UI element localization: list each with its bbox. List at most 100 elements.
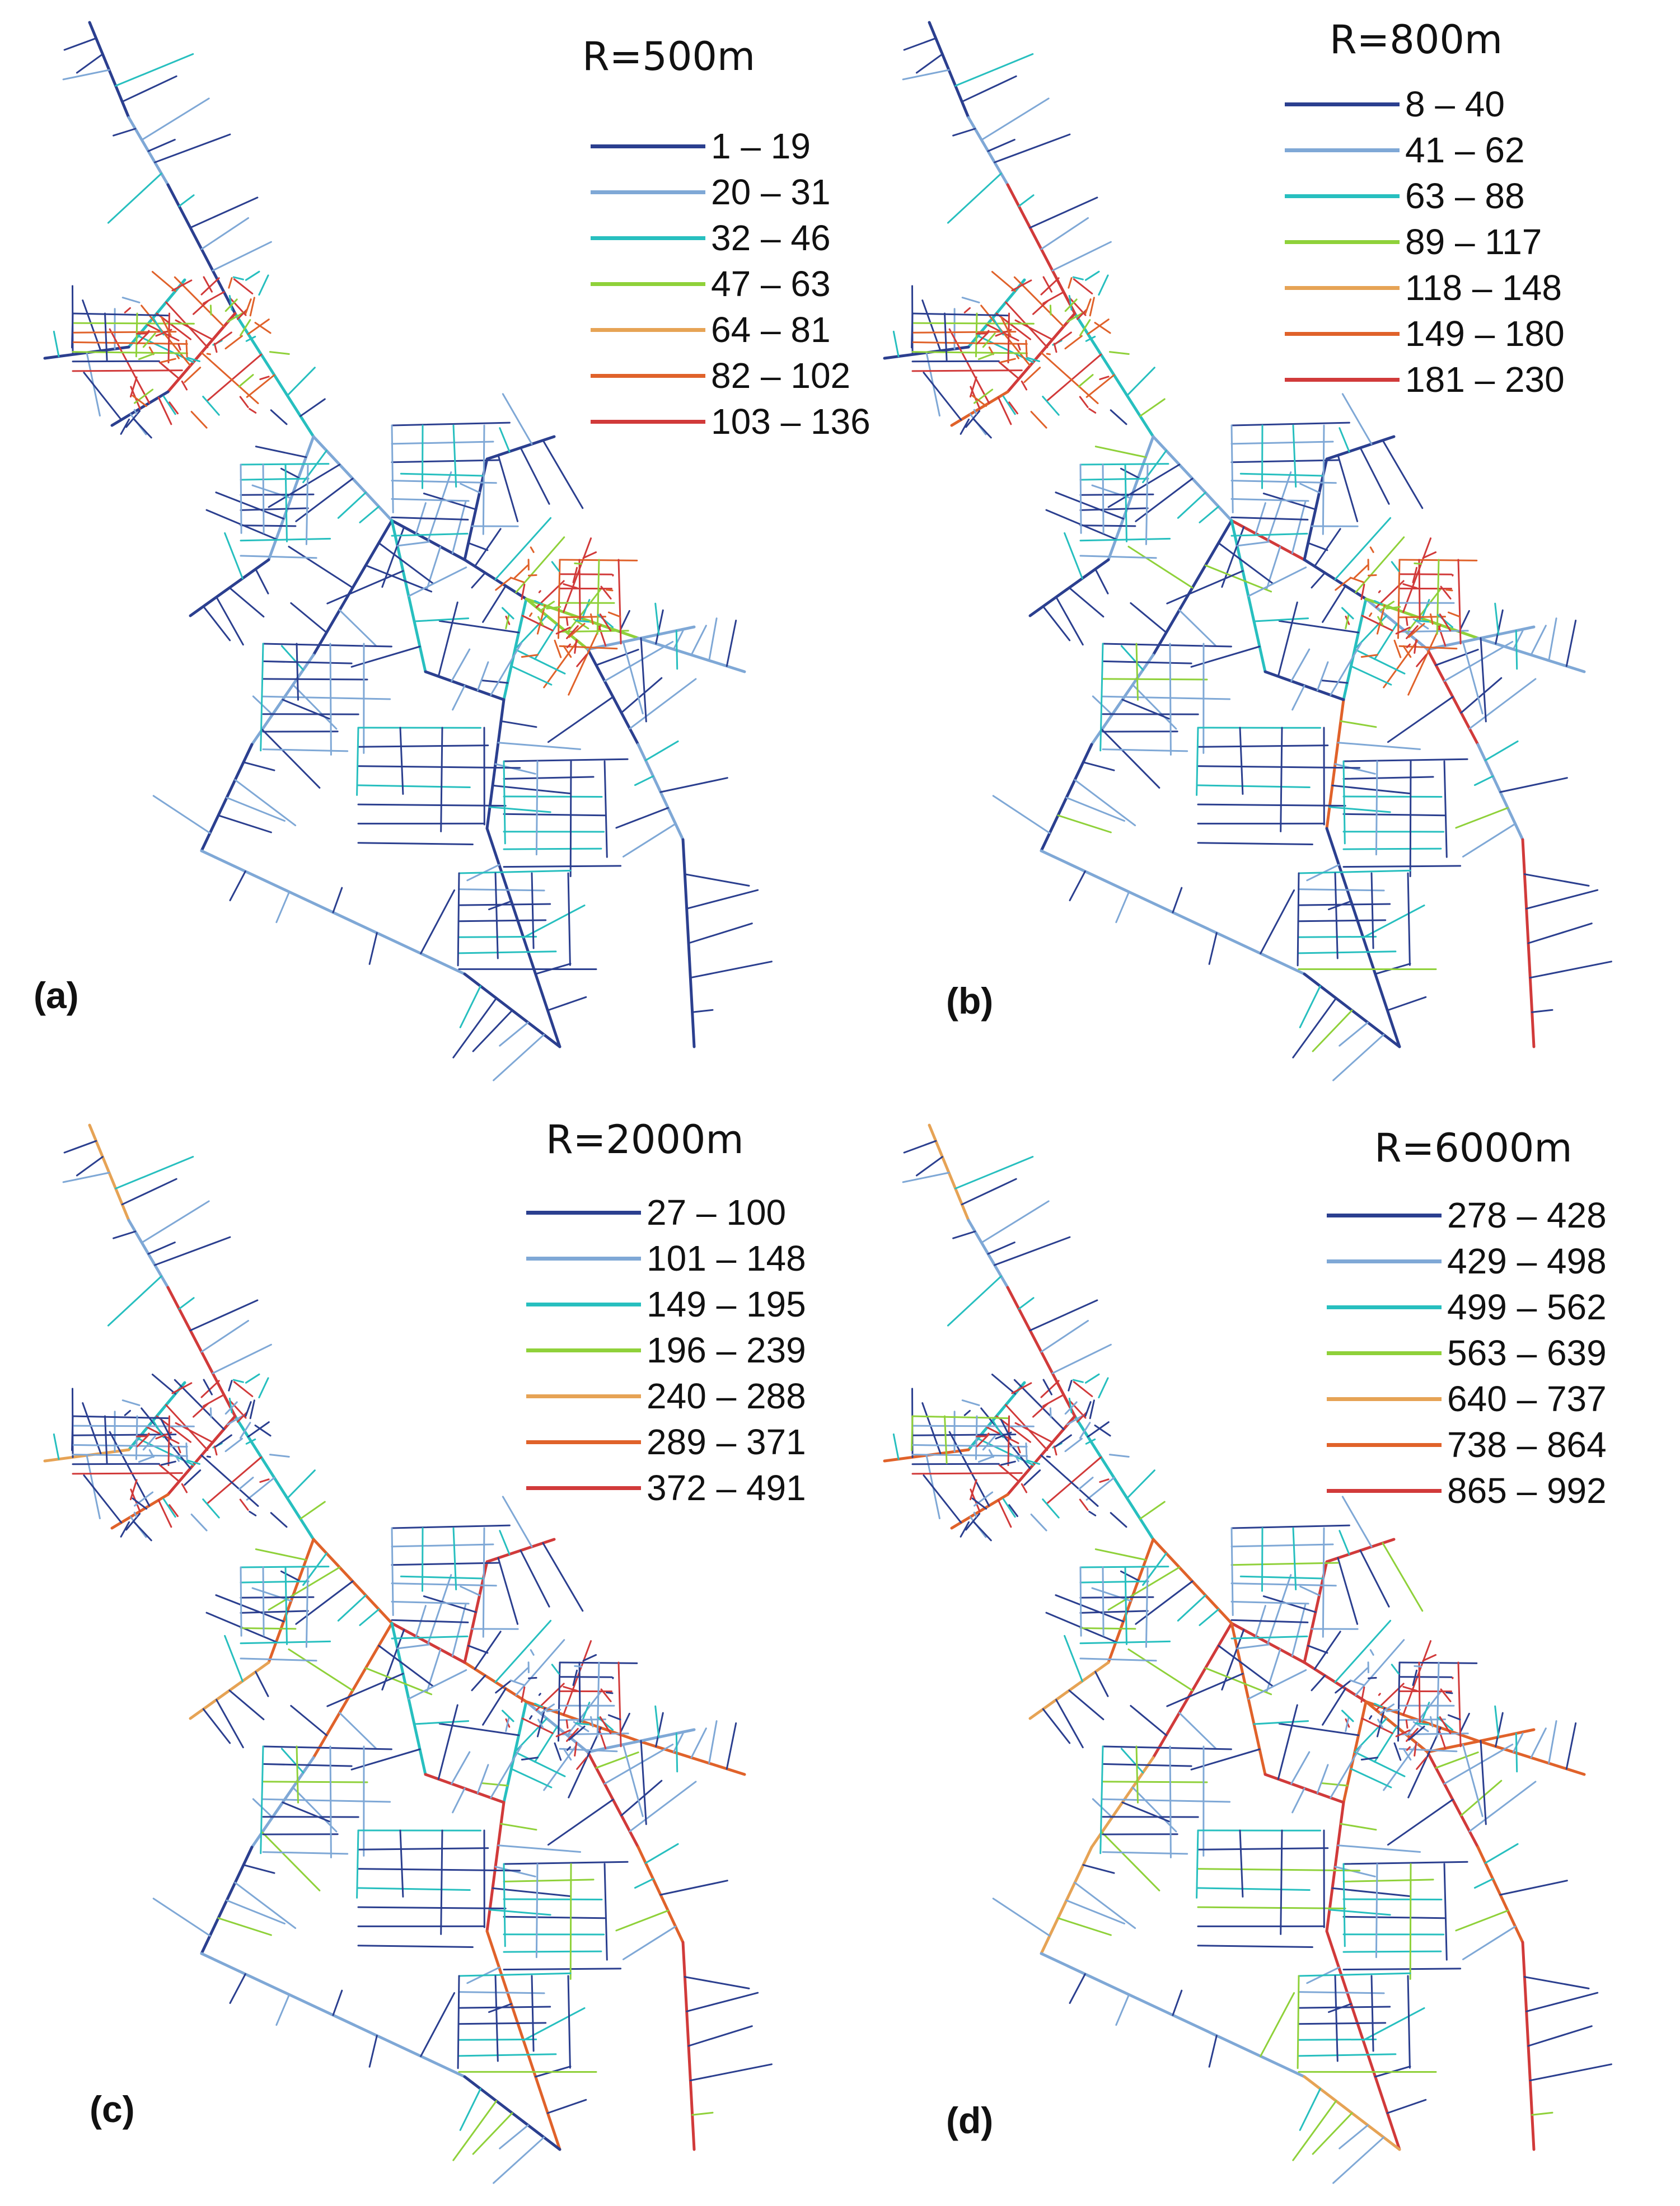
street-segment [1260, 1992, 1295, 2057]
street-segment [125, 1512, 141, 1531]
street-segment [1230, 1524, 1350, 1529]
street-segment [1008, 401, 1018, 415]
street-segment [1204, 1667, 1272, 1696]
street-segment [495, 577, 512, 591]
street-segment [458, 2053, 557, 2057]
legend-swatch [526, 1256, 641, 1261]
street-segment [947, 1275, 1002, 1327]
street-segment [138, 353, 155, 360]
street-segment [275, 891, 291, 924]
street-segment [480, 680, 509, 684]
street-segment [659, 777, 728, 793]
street-segment [337, 1594, 367, 1622]
street-segment [903, 37, 937, 51]
street-segment [413, 617, 470, 622]
street-segment [1397, 1661, 1401, 1742]
street-segment [451, 648, 471, 682]
street-segment [503, 1950, 602, 1953]
street-segment [521, 1757, 539, 1761]
street-segment [423, 1595, 477, 1613]
street-segment [572, 566, 578, 583]
street-segment [578, 1661, 581, 1723]
street-segment [160, 358, 176, 363]
street-segment [726, 620, 737, 667]
street-segment [1082, 1864, 1115, 1874]
street-segment [514, 648, 566, 675]
street-network-map [43, 1123, 773, 2184]
legend-label: 196 – 239 [647, 1330, 806, 1370]
street-segment [911, 341, 1028, 345]
street-segment [1018, 1297, 1035, 1310]
street-segment [575, 1722, 590, 1726]
street-segment [555, 1729, 571, 1737]
street-segment [451, 1604, 467, 1657]
street-segment [572, 1669, 578, 1686]
street-segment [203, 276, 213, 293]
street-segment [326, 1673, 404, 1707]
street-segment [1312, 2112, 1353, 2155]
street-segment [1040, 217, 1089, 250]
street-segment [252, 695, 274, 716]
street-segment [559, 630, 629, 633]
street-segment [255, 446, 307, 458]
street-segment [1092, 1798, 1113, 1819]
street-segment [1079, 1640, 1171, 1645]
street-segment [1135, 1745, 1139, 1804]
street-segment [1422, 1654, 1437, 1662]
street-segment [1042, 605, 1071, 641]
street-segment [1084, 298, 1092, 315]
street-segment [1361, 1717, 1393, 1734]
street-segment [1330, 642, 1362, 696]
legend-label: 640 – 737 [1447, 1379, 1607, 1419]
street-segment [1099, 1478, 1110, 1483]
street-segment [1342, 1898, 1443, 1900]
street-segment [1199, 1608, 1220, 1626]
street-segment [399, 727, 404, 795]
street-segment [1375, 760, 1378, 856]
street-segment [509, 577, 525, 583]
street-segment [963, 1409, 971, 1416]
street-segment [500, 1823, 537, 1831]
street-segment [521, 1686, 526, 1703]
street-segment [72, 1415, 169, 1420]
street-segment [329, 643, 332, 756]
street-segment [391, 441, 494, 445]
street-segment [1354, 1751, 1406, 1777]
street-segment [672, 630, 684, 650]
street-segment [691, 2111, 714, 2116]
street-segment [224, 1401, 238, 1415]
street-segment [1079, 1596, 1154, 1599]
street-segment [1529, 2063, 1612, 2082]
street-segment [499, 427, 511, 453]
street-segment [1068, 1380, 1073, 1392]
street-segment [1525, 1992, 1599, 2012]
street-segment [262, 1745, 392, 1750]
street-segment [1382, 439, 1424, 509]
street-segment [240, 1580, 310, 1584]
street-segment [251, 1587, 292, 1602]
street-segment [290, 602, 327, 634]
street-segment [452, 424, 457, 488]
street-segment [514, 1751, 566, 1777]
street-segment [1139, 398, 1166, 417]
street-segment [391, 424, 394, 513]
street-segment [1342, 1861, 1468, 1865]
street-segment [207, 1456, 263, 1505]
street-segment [1298, 919, 1387, 922]
legend-swatch [526, 1486, 641, 1490]
street-segment [534, 1726, 558, 1763]
street-segment [965, 410, 981, 428]
street-segment [245, 298, 252, 315]
street-segment [1030, 411, 1047, 429]
street-segment [911, 1415, 1009, 1420]
street-segment [1079, 463, 1082, 534]
street-segment [152, 316, 165, 336]
street-segment [154, 1236, 231, 1266]
street-segment [1494, 1705, 1500, 1738]
street-segment [494, 872, 499, 959]
legend-swatch [526, 1394, 641, 1398]
street-segment [427, 471, 452, 541]
street-segment [217, 814, 272, 833]
street-segment [675, 630, 678, 670]
street-segment [1290, 648, 1311, 682]
